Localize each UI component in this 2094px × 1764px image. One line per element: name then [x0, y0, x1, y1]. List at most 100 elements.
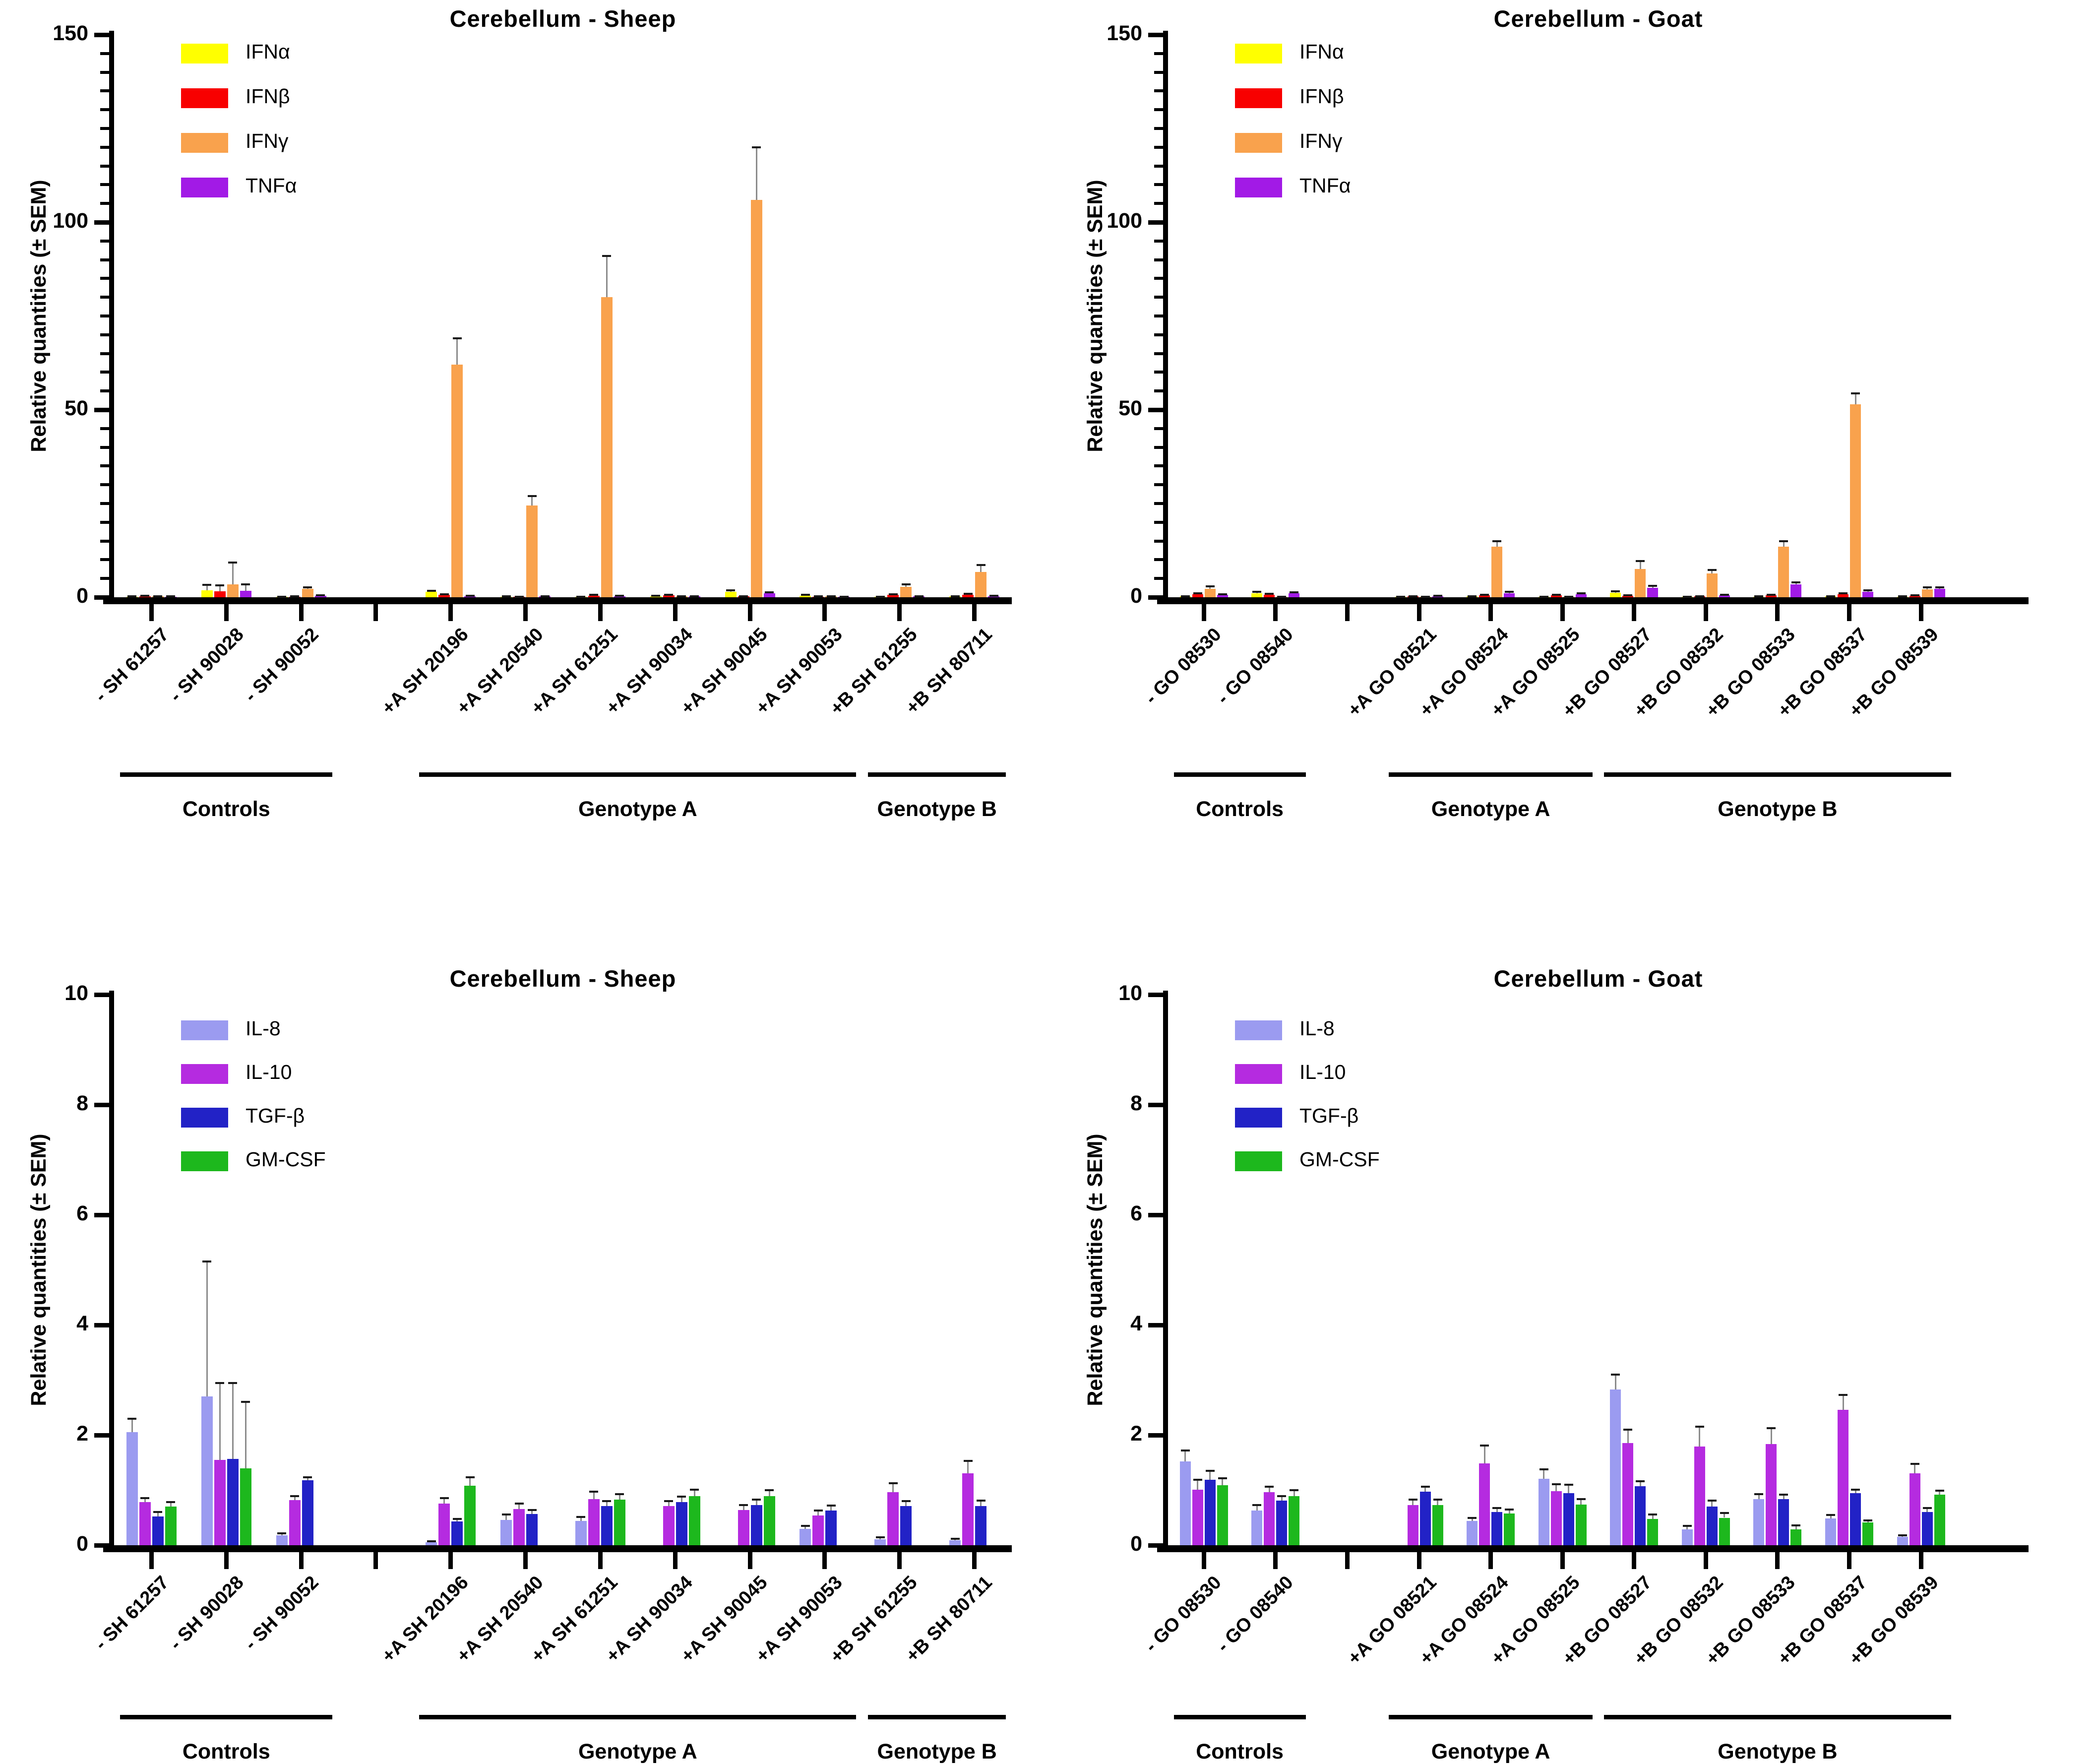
x-tick-label: +B SH 61255	[791, 1572, 922, 1703]
x-tick-label: - SH 90028	[118, 1572, 248, 1703]
group-label: Genotype B	[1629, 1740, 1926, 1764]
error-bar-cap	[589, 1491, 598, 1493]
legend-label: GM-CSF	[246, 1148, 326, 1171]
x-tick-label: +A SH 90034	[566, 1572, 697, 1703]
x-tick	[1632, 1552, 1636, 1569]
error-bar-cap	[1623, 1429, 1632, 1431]
error-bar-cap	[1720, 1512, 1729, 1514]
group-line	[1174, 772, 1306, 777]
legend-swatch-TNFα	[181, 178, 228, 197]
y-major-tick	[1148, 595, 1163, 600]
error-bar-cap	[902, 583, 911, 585]
x-tick-label: +B SH 80711	[865, 1572, 996, 1703]
x-tick	[1345, 1552, 1350, 1569]
error-bar-cap	[876, 1536, 885, 1538]
x-axis-line	[103, 1545, 1012, 1552]
bar	[1622, 1443, 1633, 1545]
x-tick	[224, 604, 229, 621]
error-bar-cap	[1791, 581, 1800, 583]
error-bar-line	[1184, 1450, 1186, 1461]
y-minor-tick	[100, 71, 109, 74]
bar	[201, 590, 213, 597]
x-tick	[149, 604, 154, 621]
legend-label: TNFα	[246, 174, 297, 197]
error-bar-line	[606, 256, 608, 297]
error-bar-cap	[765, 1489, 774, 1491]
bar	[1551, 1491, 1562, 1545]
y-minor-tick	[1154, 389, 1163, 392]
error-bar-cap	[576, 1516, 585, 1518]
error-bar-cap	[1252, 1504, 1261, 1506]
x-tick	[748, 604, 752, 621]
y-minor-tick	[1154, 577, 1163, 580]
error-bar-cap	[1826, 595, 1835, 597]
error-bar-cap	[202, 1260, 211, 1262]
group-label: Controls	[77, 797, 375, 821]
error-bar-cap	[690, 1489, 699, 1491]
error-bar-cap	[1695, 595, 1704, 597]
bar	[526, 505, 538, 597]
error-bar-cap	[801, 594, 810, 596]
error-bar-line	[219, 1383, 221, 1460]
bar	[614, 1500, 625, 1545]
bar	[1862, 592, 1873, 597]
x-tick	[448, 1552, 453, 1569]
x-tick	[1847, 604, 1851, 621]
bar	[1205, 1480, 1216, 1545]
bar	[1217, 1485, 1228, 1545]
error-bar-cap	[1863, 1519, 1872, 1521]
y-minor-tick	[1154, 52, 1163, 55]
error-bar-cap	[1910, 1463, 1919, 1465]
x-tick-label: - SH 90028	[118, 624, 248, 755]
x-tick-label: - GO 08540	[1167, 624, 1298, 755]
bar	[874, 1539, 886, 1545]
y-minor-tick	[1154, 277, 1163, 280]
group-line	[868, 1715, 1006, 1719]
y-minor-tick	[100, 146, 109, 149]
bar	[451, 1521, 463, 1545]
error-bar-line	[232, 563, 234, 584]
error-bar-cap	[1277, 596, 1286, 598]
error-bar-cap	[215, 1382, 224, 1384]
group-label: Genotype B	[788, 1740, 1086, 1764]
x-axis-line	[103, 597, 1012, 604]
error-bar-line	[1640, 561, 1641, 569]
bar	[1491, 1512, 1502, 1545]
legend-label: IFNβ	[1299, 85, 1344, 108]
error-bar-cap	[1252, 591, 1261, 593]
y-minor-tick	[100, 577, 109, 580]
error-bar-cap	[889, 593, 898, 595]
y-major-tick	[1148, 1433, 1163, 1438]
error-bar-cap	[140, 1497, 149, 1499]
x-tick-label: +A SH 90045	[641, 624, 772, 755]
bar	[887, 595, 899, 597]
error-bar-cap	[951, 1538, 960, 1540]
legend-swatch-IL-10	[181, 1064, 228, 1084]
x-tick-label: +B GO 08533	[1669, 1572, 1800, 1703]
error-bar-cap	[1767, 1427, 1776, 1429]
error-bar-cap	[290, 1495, 299, 1497]
bar	[126, 1432, 138, 1545]
error-bar-line	[980, 565, 982, 572]
y-tick-label: 10	[1079, 981, 1142, 1006]
bar	[139, 1502, 151, 1545]
y-major-tick	[1148, 33, 1163, 37]
y-minor-tick	[1154, 240, 1163, 243]
group-label: Genotype B	[1629, 797, 1926, 821]
error-bar-line	[531, 496, 533, 505]
y-minor-tick	[1154, 315, 1163, 317]
error-bar-cap	[1863, 589, 1872, 591]
bar	[1897, 1537, 1908, 1545]
error-bar-cap	[1218, 593, 1227, 595]
bar	[975, 572, 986, 597]
x-tick-label: +A SH 90053	[716, 1572, 847, 1703]
bar	[1707, 573, 1718, 597]
x-tick-label: +B GO 08532	[1597, 1572, 1728, 1703]
error-bar-cap	[202, 584, 211, 586]
x-tick	[897, 604, 902, 621]
bar	[1408, 1505, 1418, 1545]
legend-swatch-IFNα	[1235, 44, 1282, 63]
error-bar-cap	[827, 1505, 836, 1507]
y-minor-tick	[1154, 127, 1163, 130]
bar	[1420, 1492, 1431, 1545]
